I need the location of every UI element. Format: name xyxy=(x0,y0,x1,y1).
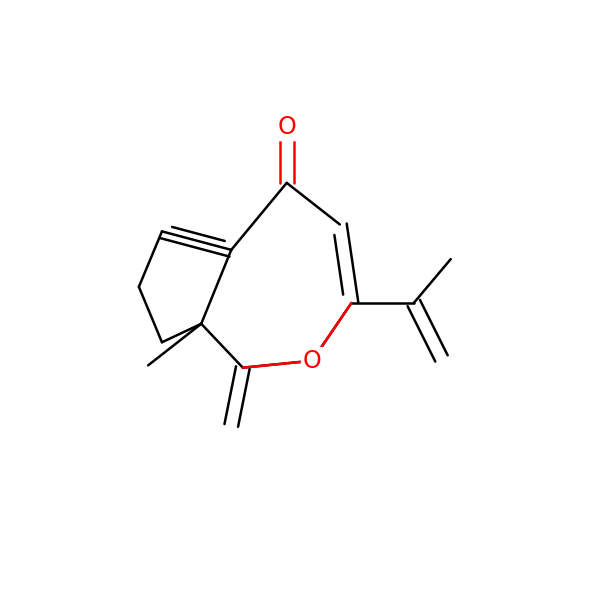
Text: O: O xyxy=(277,115,296,139)
Text: O: O xyxy=(303,349,322,373)
